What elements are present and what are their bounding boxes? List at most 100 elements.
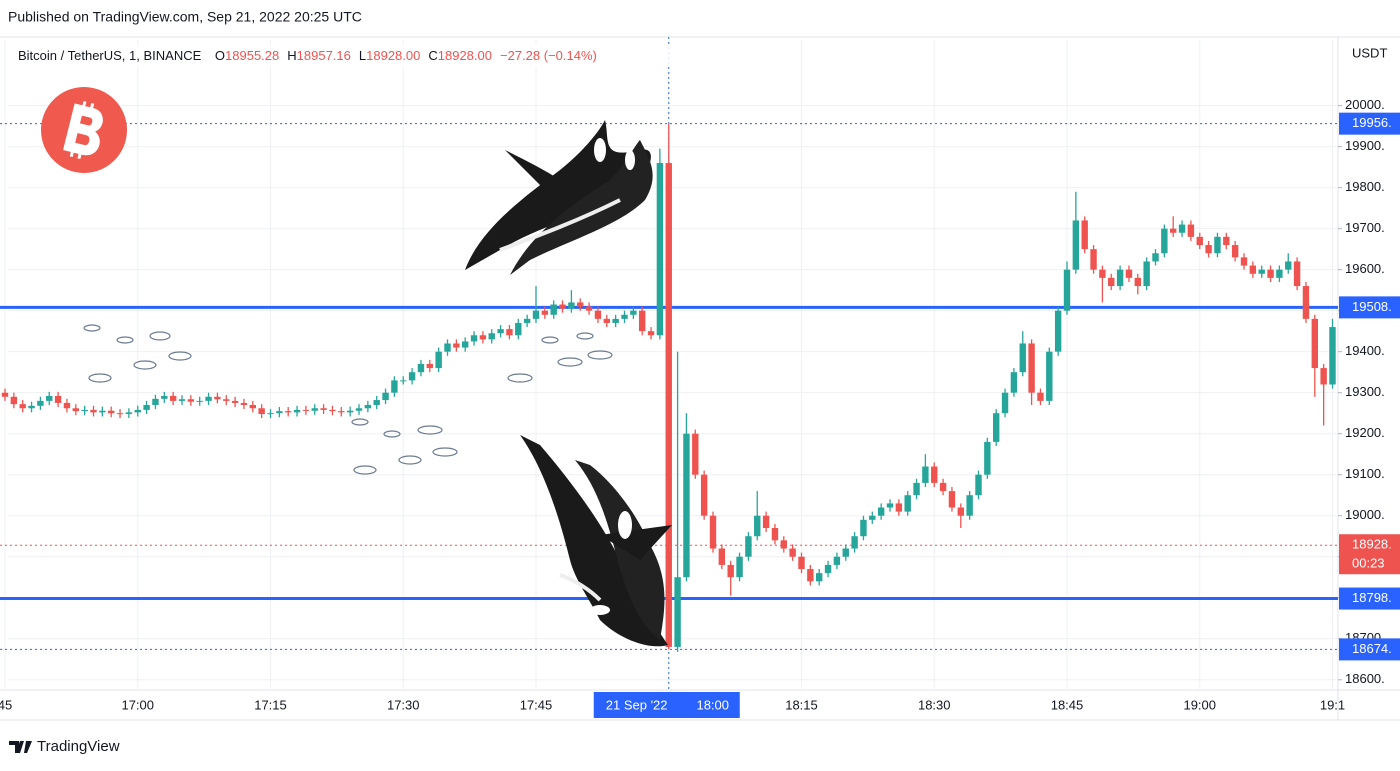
- candle-body: [1010, 372, 1018, 393]
- legend-value: 18955.28: [225, 48, 279, 63]
- candle-body: [497, 329, 504, 334]
- candle-body: [346, 410, 354, 413]
- candle-body: [798, 556, 805, 570]
- candle-body: [515, 322, 522, 336]
- candle-body: [1178, 224, 1186, 233]
- candle-body: [10, 396, 18, 405]
- candle-body: [391, 380, 398, 393]
- candle-body: [1276, 269, 1283, 278]
- candle-body: [984, 441, 991, 475]
- candle-body: [293, 409, 301, 413]
- candle-body: [718, 548, 726, 565]
- candle-body: [1258, 269, 1265, 274]
- price-label: 19956.: [1352, 115, 1392, 130]
- candle-body: [674, 577, 681, 647]
- candle-body: [37, 400, 44, 406]
- candle-body: [780, 540, 787, 549]
- x-tick-label: 18:15: [785, 697, 818, 712]
- candle-body: [895, 503, 903, 512]
- candle-body: [816, 573, 823, 582]
- candle-body: [444, 343, 451, 352]
- candle-body: [1240, 257, 1248, 266]
- candle-body: [869, 515, 876, 520]
- candle-body: [1099, 269, 1106, 278]
- y-tick-label: 19100.: [1345, 466, 1385, 481]
- candle-body: [231, 400, 239, 403]
- candle-body: [1090, 249, 1097, 270]
- orca-group-top: [465, 120, 653, 275]
- candle-body: [1019, 343, 1026, 373]
- y-tick-label: 19900.: [1345, 138, 1385, 153]
- candle-body: [1196, 236, 1203, 246]
- currency-bg: [1339, 38, 1400, 68]
- candle-body: [904, 495, 911, 512]
- candle-body: [506, 329, 513, 336]
- crosshair-label-box: [593, 692, 740, 718]
- candle-body: [1152, 253, 1159, 262]
- candle-body: [214, 396, 221, 400]
- price-label-box: [1339, 112, 1400, 135]
- candle-body: [196, 400, 203, 402]
- candle-body: [116, 413, 124, 415]
- candle-body: [1054, 310, 1062, 352]
- legend-value: 18928.00: [366, 48, 420, 63]
- legend-value: 18928.00: [438, 48, 492, 63]
- brand-name: TradingView: [37, 738, 120, 755]
- y-tick-label: 19000.: [1345, 507, 1385, 522]
- candle-body: [1285, 261, 1292, 270]
- candle-body: [462, 341, 469, 348]
- candle-body: [1293, 261, 1301, 287]
- candle-body: [1134, 277, 1141, 287]
- y-tick-label: 18600.: [1345, 671, 1385, 686]
- candles: [1, 123, 1336, 652]
- candle-body: [63, 402, 71, 409]
- candle-body: [851, 536, 858, 549]
- candle-body: [957, 507, 964, 516]
- x-tick-label: 18:30: [918, 697, 951, 712]
- candle-body: [931, 466, 938, 483]
- price-label: 18928.: [1352, 537, 1392, 552]
- legend-key: C: [428, 48, 437, 63]
- candle-body: [700, 474, 708, 516]
- candle-body: [993, 413, 1000, 442]
- candle-body: [426, 363, 433, 369]
- legend-key: O: [215, 48, 225, 63]
- legend-change: −27.28 (−0.14%): [500, 48, 597, 63]
- candle-body: [1170, 228, 1177, 233]
- candle-body: [1108, 277, 1115, 287]
- candle-body: [594, 310, 602, 319]
- candle-body: [81, 409, 88, 412]
- candle-body: [311, 408, 318, 411]
- bitcoin-logo: [41, 87, 127, 173]
- candle-body: [736, 556, 743, 578]
- candle-body: [54, 395, 62, 403]
- candle-body: [585, 306, 593, 311]
- candle-body: [948, 491, 956, 508]
- candle-body: [435, 351, 442, 369]
- y-tick-label: 20000.: [1345, 97, 1385, 112]
- candle-body: [523, 318, 531, 323]
- candle-body: [975, 474, 982, 496]
- x-tick-label: 19:1: [1320, 697, 1345, 712]
- candle-body: [338, 411, 345, 413]
- candle-body: [789, 548, 796, 557]
- legend-key: L: [359, 48, 366, 63]
- candle-body: [824, 564, 832, 574]
- candle-body: [1028, 343, 1035, 393]
- x-tick-label: 17:30: [387, 697, 420, 712]
- y-tick-label: 19400.: [1345, 343, 1385, 358]
- candle-body: [886, 503, 894, 508]
- candle-body: [1302, 286, 1310, 319]
- candle-body: [922, 466, 929, 483]
- candle-body: [1046, 351, 1053, 401]
- candle-body: [355, 408, 363, 411]
- candle-body: [417, 363, 425, 373]
- candle-body: [1063, 269, 1071, 311]
- candle-body: [1161, 228, 1168, 254]
- candle-body: [488, 333, 495, 340]
- candle-body: [99, 410, 106, 413]
- price-label-box: [1339, 638, 1400, 661]
- candle-body: [1329, 327, 1336, 385]
- legend-key: H: [287, 48, 296, 63]
- candle-body: [267, 413, 274, 415]
